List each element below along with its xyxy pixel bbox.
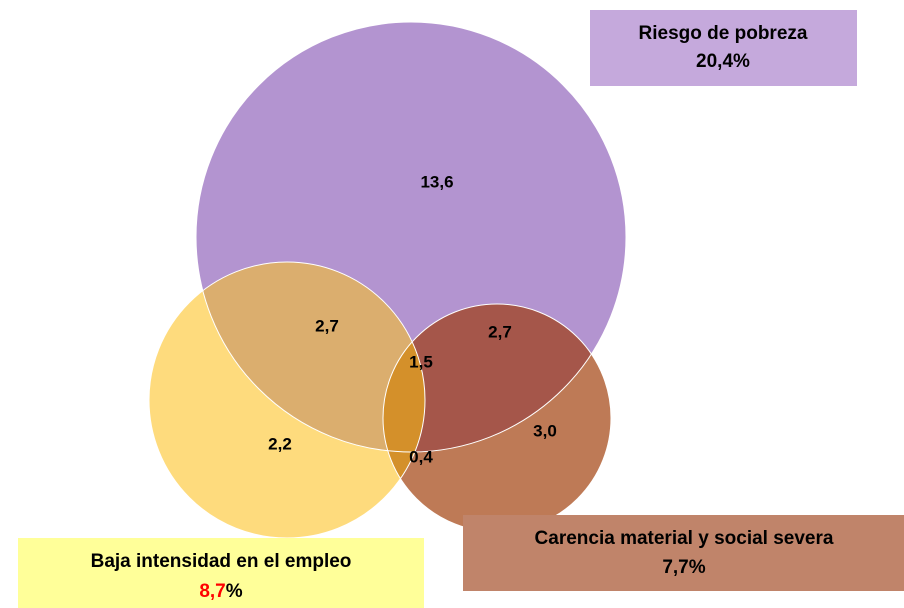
unit: % — [689, 557, 706, 578]
region-value: 13,6 — [420, 172, 453, 191]
set-value: 8,7% — [199, 581, 242, 602]
value: 7,7 — [662, 557, 688, 578]
region-value: 2,7 — [488, 322, 512, 341]
unit: % — [733, 51, 750, 72]
label-box — [463, 515, 904, 591]
label-box — [590, 10, 857, 86]
set-name: Riesgo de pobreza — [639, 23, 808, 44]
overlap-riesgo-carencia — [383, 304, 611, 452]
region-value: 2,7 — [315, 316, 339, 335]
region-value: 0,4 — [409, 447, 433, 466]
unit: % — [226, 581, 243, 602]
set-value: 20,4% — [696, 51, 750, 72]
value: 8,7 — [199, 581, 225, 602]
region-value: 3,0 — [533, 421, 557, 440]
region-value: 2,2 — [268, 434, 292, 453]
value: 20,4 — [696, 51, 733, 72]
label-box — [18, 538, 424, 608]
region-value: 1,5 — [409, 352, 433, 371]
set-value: 7,7% — [662, 557, 705, 578]
set-name: Carencia material y social severa — [535, 528, 834, 549]
set-name: Baja intensidad en el empleo — [91, 551, 352, 572]
